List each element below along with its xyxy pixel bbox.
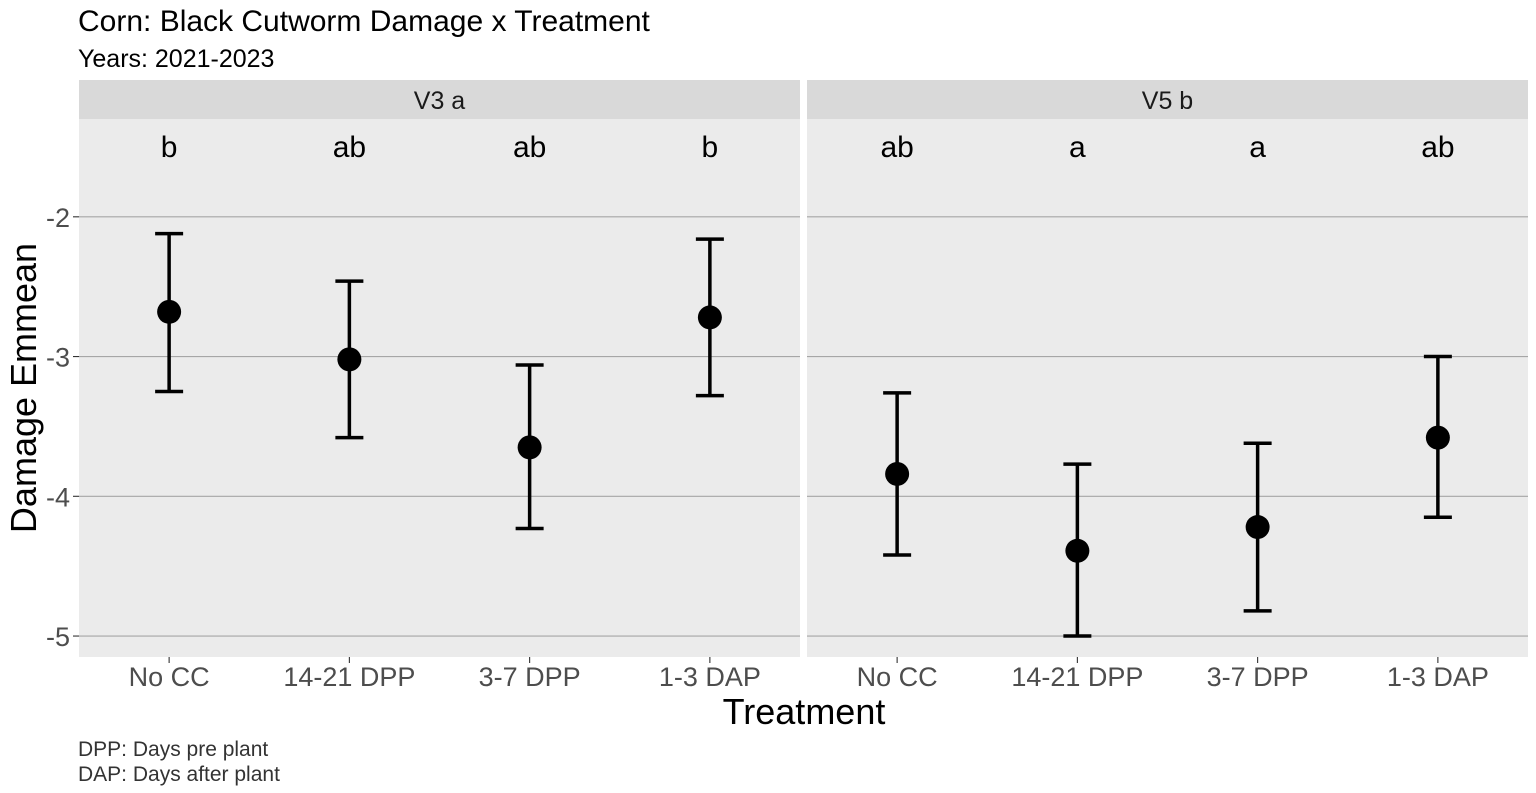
y-tick-label: -5 [46,622,70,652]
x-tick-label: No CC [129,662,210,692]
panel-background [79,119,800,657]
x-tick-label: 1-3 DAP [659,662,761,692]
mean-point [885,461,910,486]
significance-letter: ab [333,131,366,164]
x-axis: No CC 14-21 DPP 3-7 DPP 1-3 DAP No CC 14-21 D… [129,657,1489,692]
significance-letter: ab [513,131,546,164]
mean-point [517,435,542,460]
strip-label: V3 a [414,87,466,115]
mean-point [337,347,362,372]
y-tick-label: -3 [46,343,70,373]
strip-v5 [807,80,1528,119]
panels: V3 a b ab ab b V5 b ab a a ab [79,80,1528,657]
panel-v3: V3 a b ab ab b [79,80,800,657]
chart-subtitle: Years: 2021-2023 [78,45,274,73]
y-tick-label: -4 [46,482,70,512]
x-tick-label: 14-21 DPP [1011,662,1143,692]
panel-background [807,119,1528,657]
strip-label: V5 b [1142,87,1193,115]
significance-letter: b [702,131,719,164]
significance-letter: a [1249,131,1266,164]
y-axis-title: Damage Emmean [3,243,44,533]
x-tick-label: 3-7 DPP [479,662,581,692]
x-tick-label: 1-3 DAP [1387,662,1489,692]
mean-point [697,305,722,330]
mean-point [1245,515,1270,540]
mean-point [1065,538,1090,563]
x-tick-label: 3-7 DPP [1207,662,1309,692]
strip-v3 [79,80,800,119]
panel-v5: V5 b ab a a ab [807,80,1528,657]
x-tick-label: No CC [857,662,938,692]
x-tick-label: 14-21 DPP [283,662,415,692]
y-tick-label: -2 [46,203,70,233]
mean-point [1425,425,1450,450]
significance-letter: a [1069,131,1086,164]
caption-line-1: DPP: Days pre plant [78,738,268,761]
significance-letter: ab [1421,131,1454,164]
mean-point [157,299,182,324]
chart-title: Corn: Black Cutworm Damage x Treatment [78,5,651,38]
y-axis: -2 -3 -4 -5 [46,203,79,652]
significance-letter: b [161,131,178,164]
significance-letter: ab [880,131,913,164]
caption-line-2: DAP: Days after plant [78,763,280,786]
x-axis-title: Treatment [723,691,886,732]
